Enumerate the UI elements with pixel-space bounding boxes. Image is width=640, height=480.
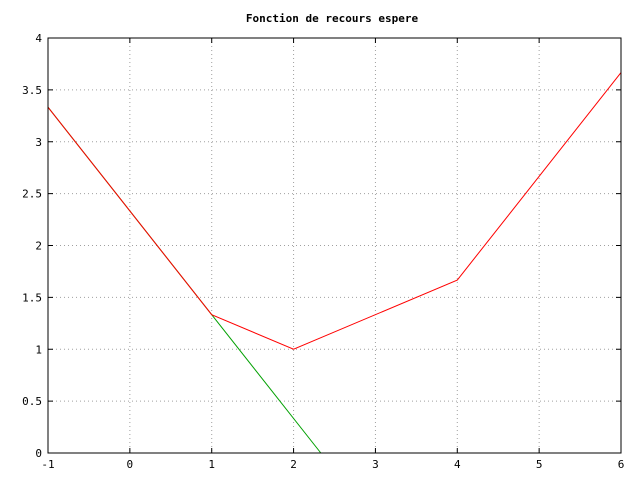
y-tick-label: 2 [35,240,42,253]
y-tick-label: 1.5 [22,291,42,304]
x-tick-label: 6 [618,458,625,471]
x-tick-label: 2 [290,458,297,471]
series-layer [47,72,622,454]
y-tick-label: 0 [35,447,42,460]
x-tick-label: 4 [454,458,461,471]
y-tick-label: 3 [35,136,42,149]
x-tick-labels: -1 0 1 2 3 4 5 6 [41,458,624,471]
y-tick-labels: 0 0.5 1 1.5 2 2.5 3 3.5 4 [22,32,42,460]
x-tick-label: -1 [41,458,54,471]
y-tick-label: 3.5 [22,84,42,97]
axis-ticks [47,37,622,454]
x-tick-label: 5 [536,458,543,471]
y-tick-label: 0.5 [22,395,42,408]
x-tick-label: 3 [372,458,379,471]
x-tick-label: 1 [208,458,215,471]
y-tick-label: 4 [35,32,42,45]
chart-title: Fonction de recours espere [246,12,419,25]
y-tick-label: 1 [35,343,42,356]
y-tick-label: 2.5 [22,188,42,201]
series-line [47,72,622,350]
x-tick-label: 0 [127,458,134,471]
plot-frame [47,37,622,454]
grid-lines [48,38,621,453]
